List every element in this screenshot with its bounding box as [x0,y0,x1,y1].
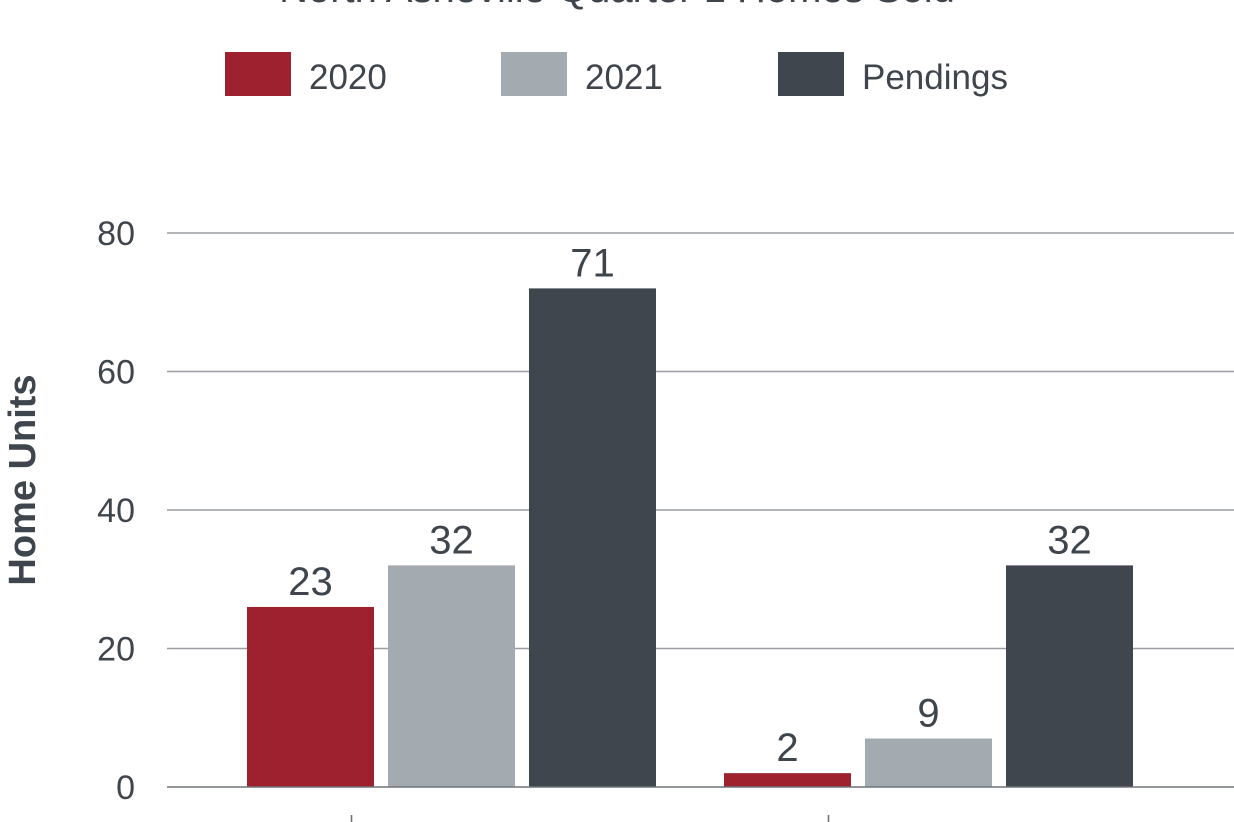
data-label: 23 [288,560,333,604]
legend-label: Pendings [862,58,1008,97]
chart-title: North Asheville Quarter 1 Homes Sold [279,0,955,11]
bar-pendings-1 [1006,565,1133,787]
y-tick-label: 20 [97,631,135,669]
y-tick-label: 40 [97,492,135,530]
data-labels: 23 32 71 2 9 32 [288,241,1092,770]
data-label: 32 [429,518,474,562]
bar-pendings-0 [529,288,656,787]
legend: 2020 2021 Pendings [225,52,1008,97]
bars [247,288,1133,787]
legend-swatch-pendings [778,52,844,96]
y-tick-label: 60 [97,354,135,392]
legend-swatch-2021 [501,52,567,96]
y-axis-ticks: 0 20 40 60 80 [97,215,135,807]
data-label: 32 [1047,518,1092,562]
legend-label: 2020 [309,58,387,97]
bar-2020-1 [724,773,851,787]
legend-swatch-2020 [225,52,291,96]
x-axis [167,786,1234,822]
bar-2021-1 [865,738,992,787]
bar-2021-0 [388,565,515,787]
bar-2020-0 [247,606,374,787]
data-label: 9 [917,692,939,736]
legend-label: 2021 [585,58,663,97]
y-tick-label: 80 [97,215,135,253]
y-axis-label: Home Units [2,374,44,585]
data-label: 71 [570,241,615,285]
y-tick-label: 0 [116,769,135,807]
data-label: 2 [776,726,798,770]
